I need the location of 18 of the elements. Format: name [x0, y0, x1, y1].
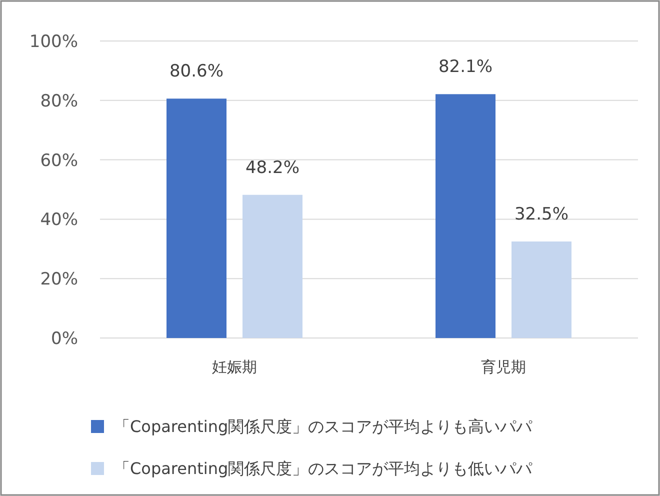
x-tick-label: 育児期: [481, 358, 526, 376]
legend-label: 「Coparenting関係尺度」のスコアが平均よりも低いパパ: [114, 459, 534, 478]
y-tick-label: 100%: [29, 32, 78, 52]
y-tick-label: 20%: [40, 270, 78, 290]
y-tick-label: 80%: [40, 91, 78, 112]
y-tick-label: 0%: [51, 329, 78, 349]
data-label: 80.6%: [169, 62, 224, 82]
y-tick-label: 40%: [40, 210, 78, 230]
legend-label: 「Coparenting関係尺度」のスコアが平均よりも高いパパ: [114, 417, 534, 436]
bar: [512, 241, 572, 338]
data-label: 32.5%: [514, 204, 569, 224]
bar: [436, 94, 496, 338]
data-label: 82.1%: [438, 57, 493, 78]
x-tick-label: 妊娠期: [212, 358, 257, 376]
bar: [166, 98, 226, 338]
y-tick-label: 60%: [40, 150, 78, 171]
bar: [242, 194, 302, 338]
data-label: 48.2%: [245, 158, 300, 178]
